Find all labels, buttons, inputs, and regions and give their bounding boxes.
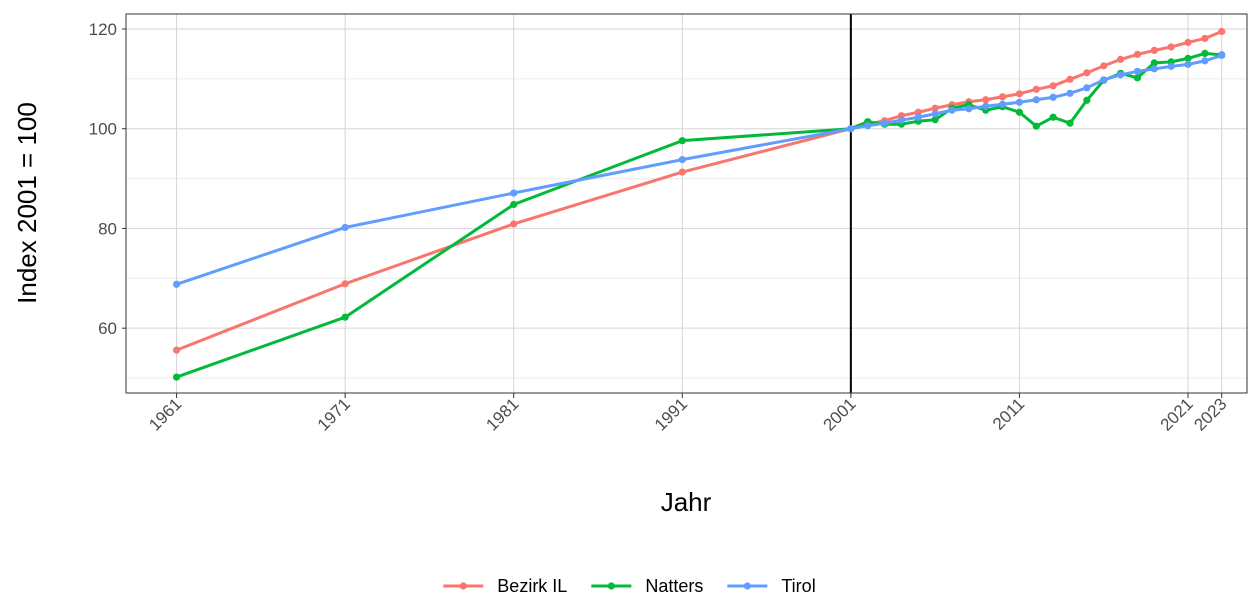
data-point-tirol [1100, 76, 1108, 84]
data-point-bezirk-il [1116, 55, 1125, 63]
data-point-tirol [1116, 71, 1125, 79]
data-point-tirol [965, 105, 973, 113]
data-point-natters [678, 137, 686, 145]
data-point-tirol [1167, 62, 1175, 70]
data-point-tirol [864, 122, 872, 130]
data-point-bezirk-il [1133, 50, 1142, 58]
data-point-tirol [678, 156, 686, 164]
axes-group [122, 13, 1248, 398]
data-point-bezirk-il [1066, 75, 1074, 83]
legend-key-point-tirol [743, 582, 751, 590]
series-natters [172, 49, 1226, 381]
y-tick-label: 120 [89, 20, 117, 39]
plot-panel-border [125, 13, 1248, 394]
data-point-tirol [510, 189, 518, 197]
x-tick-label: 1991 [651, 394, 691, 434]
x-tick-label: 1981 [482, 394, 522, 434]
legend-label-tirol: Tirol [781, 576, 815, 596]
legend-key-point-natters [607, 582, 615, 590]
legend-label-natters: Natters [645, 576, 703, 596]
data-point-tirol [1133, 67, 1142, 75]
data-point-tirol [948, 106, 956, 114]
data-point-tirol [931, 110, 939, 118]
legend-item-natters: Natters [591, 576, 703, 596]
data-point-bezirk-il [1015, 90, 1024, 98]
data-point-tirol [1015, 98, 1024, 106]
data-point-tirol [1083, 84, 1091, 92]
data-point-bezirk-il [914, 108, 922, 116]
data-point-natters [1133, 74, 1142, 82]
data-point-bezirk-il [1150, 46, 1158, 55]
data-point-bezirk-il [931, 104, 939, 112]
data-point-tirol [1218, 51, 1226, 59]
x-tick-label: 1971 [314, 394, 354, 434]
y-tick-labels: 60 80 100 120 [89, 20, 117, 338]
data-point-natters [1015, 108, 1024, 116]
data-point-tirol [1049, 93, 1057, 101]
grid-minor [126, 78, 1247, 379]
data-point-tirol [880, 119, 889, 127]
legend-item-bezirk-il: Bezirk IL [443, 576, 567, 596]
data-point-natters [1083, 96, 1091, 104]
data-point-tirol [341, 223, 349, 232]
x-tick-label: 2001 [820, 394, 860, 434]
data-point-bezirk-il [510, 220, 518, 228]
data-point-bezirk-il [1184, 38, 1192, 47]
x-tick-label: 2011 [989, 394, 1028, 433]
data-point-natters [341, 313, 349, 321]
data-point-tirol [914, 113, 922, 121]
series-bezirk-il [172, 27, 1226, 354]
x-tick-label: 2023 [1190, 394, 1230, 434]
series-line-tirol [176, 53, 1223, 286]
data-point-tirol [172, 280, 181, 288]
y-tick-label: 60 [98, 319, 117, 338]
legend-key-point-bezirk-il [459, 582, 467, 590]
data-point-natters [1049, 113, 1057, 121]
data-point-tirol [998, 100, 1007, 108]
data-point-tirol [847, 125, 855, 133]
data-point-bezirk-il [172, 346, 181, 354]
data-point-natters [1066, 119, 1074, 127]
data-point-natters [172, 373, 181, 381]
x-tick-label: 2021 [1157, 394, 1197, 434]
data-point-bezirk-il [1083, 69, 1091, 77]
data-point-tirol [982, 102, 990, 110]
series-group [172, 27, 1226, 381]
data-point-tirol [1201, 57, 1209, 65]
data-point-bezirk-il [1032, 85, 1040, 93]
data-point-natters [510, 200, 518, 209]
data-point-tirol [1066, 89, 1074, 97]
legend-item-tirol: Tirol [727, 576, 816, 596]
data-point-natters [1184, 54, 1192, 62]
data-point-tirol [897, 116, 906, 124]
data-point-bezirk-il [998, 93, 1007, 101]
y-axis-title: Index 2001 = 100 [12, 102, 42, 304]
data-point-tirol [1032, 96, 1040, 104]
data-point-natters [1201, 49, 1209, 57]
x-tick-label: 1961 [145, 394, 185, 434]
data-point-tirol [1184, 60, 1192, 68]
data-point-bezirk-il [1201, 34, 1209, 43]
data-point-natters [1032, 122, 1040, 130]
data-point-bezirk-il [1049, 82, 1057, 90]
data-point-natters [1150, 59, 1158, 67]
data-point-natters [931, 116, 939, 124]
data-point-bezirk-il [1167, 43, 1175, 51]
data-point-tirol [1150, 65, 1158, 73]
series-tirol [172, 51, 1226, 288]
y-tick-label: 100 [89, 120, 117, 139]
legend-label-bezirk-il: Bezirk IL [497, 576, 567, 596]
data-point-bezirk-il [1100, 62, 1108, 70]
x-axis-title: Jahr [661, 487, 712, 517]
y-tick-label: 80 [98, 219, 117, 238]
data-point-bezirk-il [1218, 27, 1226, 36]
data-point-bezirk-il [341, 280, 349, 288]
data-point-bezirk-il [982, 96, 990, 104]
legend: Bezirk IL Natters Tirol [443, 576, 816, 596]
data-point-bezirk-il [678, 168, 686, 176]
